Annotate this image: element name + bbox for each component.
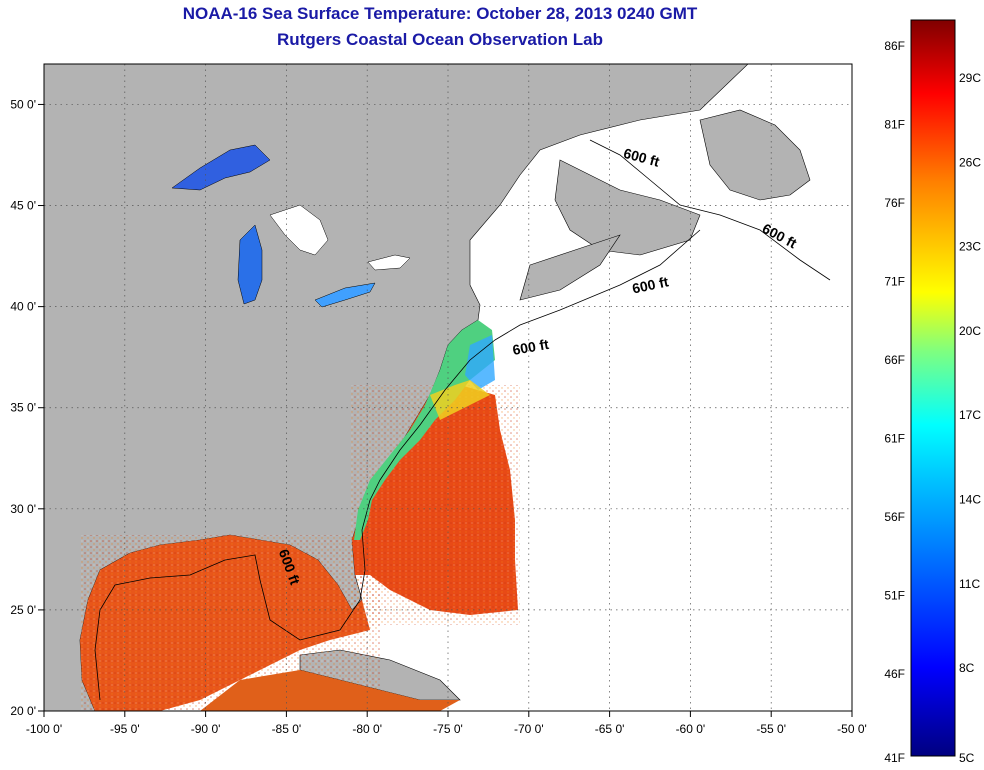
- colorbar-c-label: 26C: [959, 155, 981, 169]
- nova-scotia-land: [519, 234, 621, 301]
- colorbar-c-label: 5C: [959, 751, 975, 765]
- contour-label: 600 ft: [511, 336, 550, 358]
- lon-tick-label: -60 0': [676, 722, 706, 736]
- colorbar-f-label: 76F: [884, 196, 905, 210]
- lat-tick-label: 20 0': [10, 704, 36, 718]
- lake-ontario: [367, 254, 411, 271]
- colorbar-c-label: 29C: [959, 71, 981, 85]
- colorbar-f-label: 56F: [884, 510, 905, 524]
- lon-tick-label: -85 0': [272, 722, 302, 736]
- grid-lines: [44, 64, 852, 711]
- lon-tick-label: -75 0': [433, 722, 463, 736]
- sst-caribbean: [200, 670, 460, 711]
- lat-tick-label: 50 0': [10, 97, 36, 111]
- chart-title: NOAA-16 Sea Surface Temperature: October…: [182, 4, 698, 23]
- colorbar-f-label: 86F: [884, 39, 905, 53]
- lon-tick-label: -55 0': [756, 722, 786, 736]
- chart-subtitle: Rutgers Coastal Ocean Observation Lab: [277, 30, 603, 49]
- sst-cool-patch: [465, 335, 495, 390]
- colorbar-f-label: 41F: [884, 751, 905, 765]
- colorbar-c-label: 8C: [959, 661, 975, 675]
- colorbar-c-label: 17C: [959, 408, 981, 422]
- longitude-axis: -100 0' -95 0' -90 0' -85 0' -80 0' -75 0' -70…: [26, 711, 867, 736]
- lon-tick-label: -65 0': [595, 722, 625, 736]
- colorbar-f-label: 81F: [884, 118, 905, 132]
- colorbar: [910, 19, 956, 757]
- colorbar-c-label: 11C: [959, 577, 980, 591]
- colorbar-f-label: 46F: [884, 667, 905, 681]
- colorbar-c-label: 20C: [959, 324, 981, 338]
- contour-label: 600 ft: [631, 273, 670, 296]
- lat-tick-label: 35 0': [10, 401, 36, 415]
- isobath-contour-atlantic: [359, 139, 831, 601]
- colorbar-celsius-labels: 29C 26C 23C 20C 17C 14C 11C 8C 5C: [959, 71, 981, 765]
- colorbar-c-label: 23C: [959, 240, 981, 254]
- lon-tick-label: -70 0': [514, 722, 544, 736]
- lon-tick-label: -80 0': [352, 722, 382, 736]
- colorbar-f-label: 51F: [884, 589, 905, 603]
- colorbar-c-label: 14C: [959, 493, 981, 507]
- lake-michigan: [237, 224, 263, 305]
- lon-tick-label: -95 0': [110, 722, 140, 736]
- lat-tick-label: 40 0': [10, 300, 36, 314]
- colorbar-f-label: 71F: [884, 275, 905, 289]
- lake-erie: [314, 282, 376, 308]
- lat-tick-label: 45 0': [10, 199, 36, 213]
- latitude-axis: 20 0' 25 0' 30 0' 35 0' 40 0' 45 0' 50 0': [10, 97, 44, 718]
- sst-shelf-water: [354, 320, 495, 540]
- lon-tick-label: -50 0': [837, 722, 867, 736]
- lake-huron: [269, 204, 329, 256]
- lake-superior: [171, 144, 271, 191]
- colorbar-f-label: 66F: [884, 353, 905, 367]
- newfoundland-land: [699, 109, 811, 201]
- colorbar-f-label: 61F: [884, 432, 905, 446]
- lon-tick-label: -100 0': [26, 722, 62, 736]
- lat-tick-label: 30 0': [10, 502, 36, 516]
- lat-tick-label: 25 0': [10, 603, 36, 617]
- maritime-land: [554, 159, 701, 256]
- lon-tick-label: -90 0': [191, 722, 221, 736]
- colorbar-fahrenheit-labels: 86F 81F 76F 71F 66F 61F 56F 51F 46F 41F: [884, 39, 905, 765]
